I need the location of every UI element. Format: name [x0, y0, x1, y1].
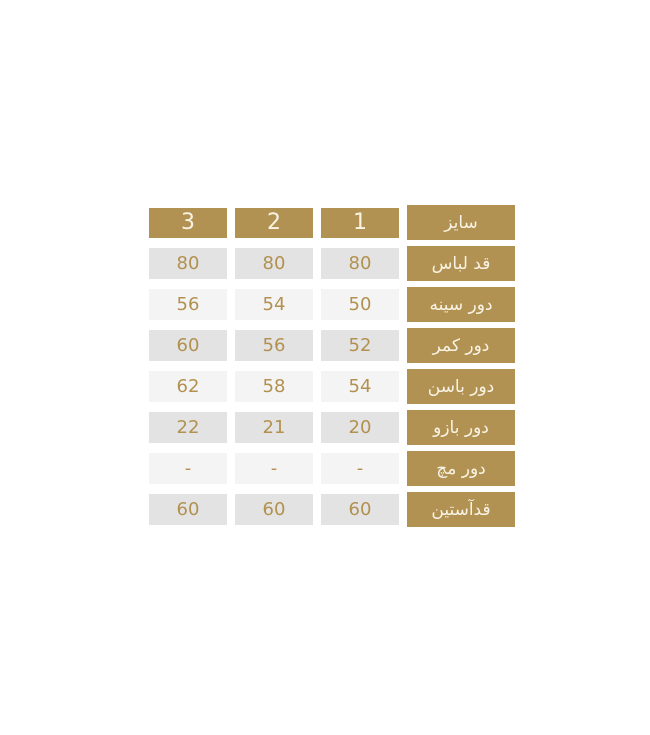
table-cell: 22 — [149, 412, 227, 443]
row-label-waist: دور کمر — [407, 328, 515, 363]
table-cell: 20 — [321, 412, 399, 443]
table-cell: 56 — [235, 330, 313, 361]
row-label-wrist: دور مچ — [407, 451, 515, 486]
table-cell: 50 — [321, 289, 399, 320]
table-cell: 60 — [321, 494, 399, 525]
table-cell: 56 — [149, 289, 227, 320]
size-column-header-3: 3 — [149, 207, 227, 238]
table-cell: - — [235, 453, 313, 484]
table-cell: 80 — [149, 248, 227, 279]
table-cell: - — [321, 453, 399, 484]
size-header-label: سایز — [407, 205, 515, 240]
table-cell: 62 — [149, 371, 227, 402]
row-label-dress-length: قد لباس — [407, 246, 515, 281]
row-label-hip: دور باسن — [407, 369, 515, 404]
table-cell: 58 — [235, 371, 313, 402]
table-cell: 60 — [235, 494, 313, 525]
table-cell: 60 — [149, 494, 227, 525]
table-cell: 54 — [321, 371, 399, 402]
size-column-header-2: 2 — [235, 207, 313, 238]
row-label-arm: دور بازو — [407, 410, 515, 445]
table-cell: 54 — [235, 289, 313, 320]
table-cell: - — [149, 453, 227, 484]
table-cell: 80 — [321, 248, 399, 279]
table-cell: 52 — [321, 330, 399, 361]
table-cell: 60 — [149, 330, 227, 361]
row-label-bust: دور سینه — [407, 287, 515, 322]
size-chart-table: سایز 1 2 3 قد لباس 80 80 80 دور سینه 50 … — [149, 205, 515, 527]
table-cell: 80 — [235, 248, 313, 279]
table-cell: 21 — [235, 412, 313, 443]
row-label-sleeve-length: قدآستین — [407, 492, 515, 527]
size-column-header-1: 1 — [321, 207, 399, 238]
